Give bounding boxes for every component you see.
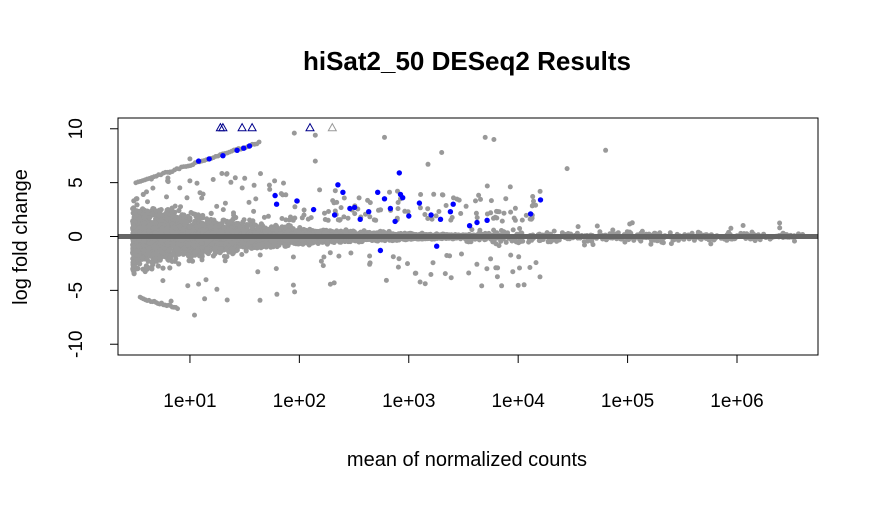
data-point-gray: [208, 210, 214, 216]
x-axis-title: mean of normalized counts: [347, 449, 587, 471]
data-point-gray: [134, 202, 140, 208]
data-point-gray: [187, 216, 193, 222]
data-point-gray: [141, 247, 147, 253]
data-point-gray: [195, 248, 201, 254]
data-point-gray: [282, 224, 288, 230]
data-point-gray: [133, 196, 139, 202]
data-point-gray: [130, 259, 137, 265]
data-point-gray: [146, 228, 152, 234]
data-point-gray: [235, 228, 241, 234]
data-point-gray: [156, 207, 162, 213]
data-point-gray: [144, 256, 150, 262]
data-point-gray: [255, 241, 262, 247]
data-point-gray: [181, 212, 187, 218]
data-point-gray: [135, 243, 141, 249]
data-point-gray: [244, 222, 250, 228]
data-point-gray: [185, 241, 192, 247]
data-point-gray: [131, 269, 137, 275]
data-point-gray: [186, 258, 192, 264]
data-point-gray: [369, 237, 375, 243]
data-point-gray: [167, 265, 173, 271]
data-point-gray: [217, 250, 223, 256]
data-point-gray: [176, 247, 182, 253]
data-point-gray: [160, 265, 166, 271]
data-point-gray: [287, 223, 293, 229]
data-point-gray: [218, 245, 224, 251]
data-point-gray: [155, 263, 161, 269]
data-point-gray: [234, 220, 240, 227]
data-point-gray: [200, 212, 206, 219]
data-point-gray: [268, 244, 274, 250]
data-point-gray: [134, 266, 140, 272]
data-point-gray: [221, 217, 227, 223]
data-point-gray: [153, 220, 159, 226]
data-point-gray: [149, 260, 156, 266]
chart-title: hiSat2_50 DESeq2 Results: [303, 46, 631, 76]
data-point-gray: [130, 206, 136, 212]
data-point-gray: [190, 241, 196, 248]
data-point-gray: [176, 261, 182, 267]
data-point-gray: [207, 224, 213, 230]
data-point-gray: [245, 241, 251, 247]
data-point-gray: [209, 241, 215, 247]
data-point-gray: [195, 212, 201, 218]
data-point-gray: [177, 223, 183, 229]
data-point-gray: [230, 250, 236, 256]
data-point-gray: [223, 246, 230, 252]
y-axis-title: log fold change: [10, 169, 32, 305]
data-point-gray: [258, 221, 264, 227]
data-point-gray: [137, 261, 143, 267]
data-point-gray: [168, 228, 174, 234]
data-point-gray: [229, 246, 235, 252]
data-point-gray: [300, 241, 306, 247]
data-point-gray: [169, 209, 175, 215]
data-point-gray: [149, 266, 155, 272]
data-point-gray: [142, 268, 148, 275]
data-point-gray: [142, 212, 148, 218]
data-point-gray: [176, 207, 182, 214]
